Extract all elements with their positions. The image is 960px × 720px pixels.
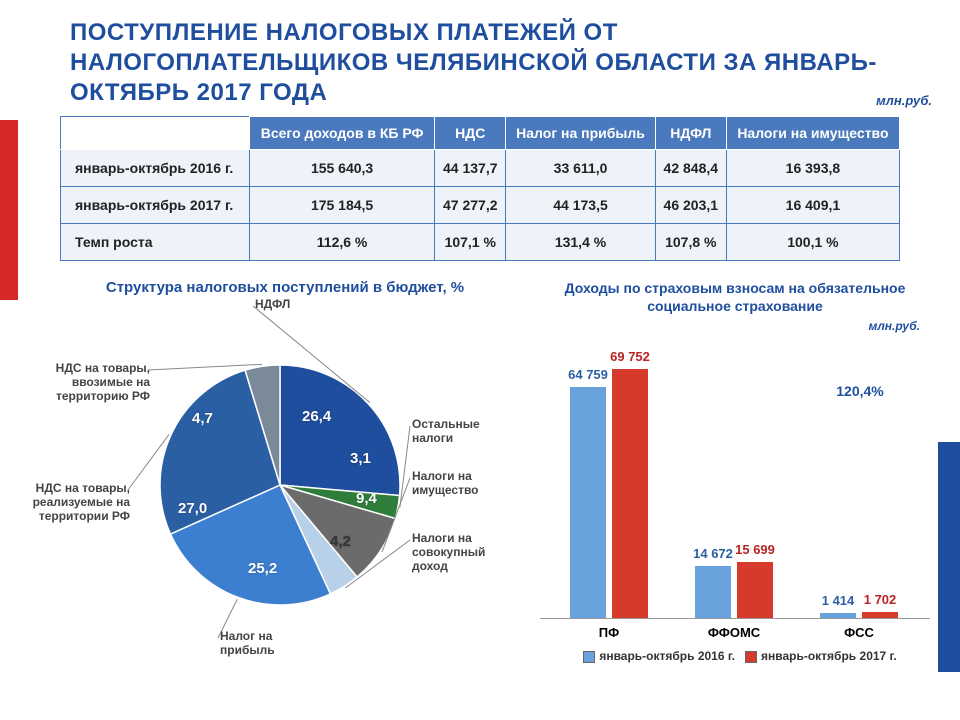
table-header: НДС (435, 117, 506, 150)
table-cell: 42 848,4 (655, 150, 726, 187)
legend-swatch (745, 651, 757, 663)
pie-label: НДФЛ (255, 298, 365, 312)
bar-value: 1 702 (864, 592, 897, 607)
bar-group: 64 75969 752ПФ (570, 369, 648, 618)
table-row-label: январь-октябрь 2017 г. (61, 187, 250, 224)
title-block: ПОСТУПЛЕНИЕ НАЛОГОВЫХ ПЛАТЕЖЕЙ ОТ НАЛОГО… (0, 0, 960, 116)
bar-value: 14 672 (693, 546, 733, 561)
pie-value: 3,1 (350, 450, 371, 467)
page-title: ПОСТУПЛЕНИЕ НАЛОГОВЫХ ПЛАТЕЖЕЙ ОТ НАЛОГО… (70, 18, 920, 108)
table-cell: 155 640,3 (249, 150, 434, 187)
table-cell: 131,4 % (506, 224, 655, 261)
pie-value: 4,2 (330, 533, 351, 550)
pie-title: Структура налоговых поступлений в бюджет… (50, 279, 520, 296)
tax-table: Всего доходов в КБ РФНДСНалог на прибыль… (60, 116, 900, 261)
pie-chart-area: Структура налоговых поступлений в бюджет… (50, 279, 520, 663)
legend-label: январь-октябрь 2017 г. (761, 649, 897, 663)
accent-bar-left (0, 120, 18, 300)
bar-value: 69 752 (610, 349, 650, 364)
pie-label: Налог на прибыль (220, 630, 330, 658)
pie-value: 25,2 (248, 560, 277, 577)
bar-2016: 1 414 (820, 613, 856, 618)
table-cell: 107,8 % (655, 224, 726, 261)
pie-value: 4,7 (192, 410, 213, 427)
pie-slice (280, 365, 400, 496)
bar-2016: 14 672 (695, 566, 731, 618)
bar-2017: 1 702 (862, 612, 898, 618)
bar-2016: 64 759 (570, 387, 606, 618)
pie-label: Остальные налоги (412, 418, 522, 446)
bar-title: Доходы по страховым взносам на обязатель… (540, 279, 930, 315)
bar-value: 1 414 (822, 593, 855, 608)
bar-axis-label: ФФОМС (695, 625, 773, 640)
table-cell: 44 137,7 (435, 150, 506, 187)
bar-2017: 15 699 (737, 562, 773, 618)
bar-unit: млн.руб. (540, 319, 930, 333)
pie-value: 27,0 (178, 500, 207, 517)
bar-legend: январь-октябрь 2016 г. январь-октябрь 201… (540, 649, 930, 663)
bar-value: 15 699 (735, 542, 775, 557)
table-cell: 16 409,1 (726, 187, 899, 224)
bar-group: 1 4141 702ФСС (820, 612, 898, 618)
pie-value: 26,4 (302, 408, 331, 425)
bar-axis-label: ПФ (570, 625, 648, 640)
pie-label: Налоги на имущество (412, 470, 522, 498)
table-cell: 44 173,5 (506, 187, 655, 224)
table-header: НДФЛ (655, 117, 726, 150)
bar-chart-area: Доходы по страховым взносам на обязатель… (540, 279, 930, 663)
table-cell: 16 393,8 (726, 150, 899, 187)
table-header (61, 117, 250, 150)
table-cell: 107,1 % (435, 224, 506, 261)
table-header: Налог на прибыль (506, 117, 655, 150)
unit-label: млн.руб. (876, 93, 932, 108)
table-header: Налоги на имущество (726, 117, 899, 150)
bar-pct: 107,0% (711, 357, 758, 373)
bar-group: 14 67215 699ФФОМС (695, 562, 773, 618)
legend-swatch (583, 651, 595, 663)
bar-2017: 69 752 (612, 369, 648, 618)
table-row-label: Темп роста (61, 224, 250, 261)
table-cell: 100,1 % (726, 224, 899, 261)
table-cell: 175 184,5 (249, 187, 434, 224)
table-row-label: январь-октябрь 2016 г. (61, 150, 250, 187)
legend-label: январь-октябрь 2016 г. (599, 649, 735, 663)
table-cell: 47 277,2 (435, 187, 506, 224)
accent-bar-right (938, 442, 960, 672)
bar-pct: 120,4% (836, 383, 883, 399)
table-header: Всего доходов в КБ РФ (249, 117, 434, 150)
pie-label: НДС на товары, ввозимые на территорию РФ (40, 362, 150, 403)
table-cell: 33 611,0 (506, 150, 655, 187)
pie-value: 9,4 (356, 490, 377, 507)
bar-axis-label: ФСС (820, 625, 898, 640)
pie-label: Налоги на совокупный доход (412, 532, 522, 573)
table-cell: 112,6 % (249, 224, 434, 261)
pie-label: НДС на товары, реализуемые на территории… (20, 482, 130, 523)
table-cell: 46 203,1 (655, 187, 726, 224)
bar-value: 64 759 (568, 367, 608, 382)
